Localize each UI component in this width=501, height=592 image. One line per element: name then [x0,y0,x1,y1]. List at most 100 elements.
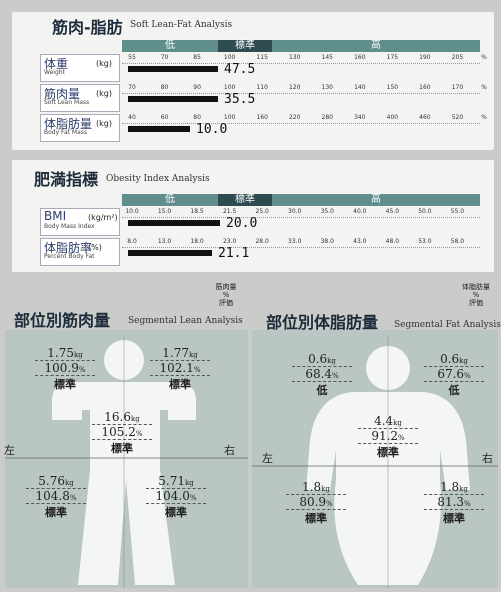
row-line [122,93,480,94]
scale-label: 160 [345,54,375,61]
percent-value: 105.2 [101,425,135,439]
mass-unit: kg [459,485,468,493]
mass-value: 5.71 [158,474,185,488]
segment-mass: 16.6kg [92,410,152,425]
scale-label: 280 [312,114,342,121]
scale-label: 160 [410,84,440,91]
scale-label: 130 [280,54,310,61]
scale-label: 38.0 [312,238,342,245]
mass-value: 1.77 [162,346,189,360]
value: 35.5 [224,92,255,107]
mass-value: 1.8 [440,480,459,494]
percent-unit: % [332,372,339,380]
range-label: 高 [272,40,480,52]
segment-rating: 標準 [286,510,346,526]
bar [128,126,190,132]
row-sublabel: Weight [44,69,65,76]
segment-percent: 105.2% [92,425,152,440]
scale-label: 120 [280,84,310,91]
percent-unit: % [326,500,333,508]
scale-label: 25.0 [247,208,277,215]
segment-mass: 5.71kg [146,474,206,489]
scale-label: 460 [410,114,440,121]
scale-label: 18.5 [182,208,212,215]
mass-unit: kg [459,357,468,365]
row-sublabel: Body Mass Index [44,223,95,230]
bar [128,220,220,226]
percent-unit: % [398,434,405,442]
mass-unit: kg [185,479,194,487]
scale-label: 58.0 [442,238,472,245]
side-label: 右 [224,442,235,458]
row-sublabel: Soft Lean Mass [44,99,89,106]
legend-item: 評価 [206,299,246,307]
segment-percent: 104.8% [26,489,86,504]
section-subtitle: Segmental Fat Analysis [394,320,501,330]
scale-label: 80 [182,114,212,121]
scale-label: 70 [150,54,180,61]
scale-label: 21.5 [215,208,245,215]
segment-rating: 標準 [35,376,95,392]
mass-value: 16.6 [104,410,131,424]
range-label: 低 [122,194,218,206]
scale-label: 90 [182,84,212,91]
mass-value: 0.6 [440,352,459,366]
scale-label: 28.0 [247,238,277,245]
percent-value: 104.8 [35,489,69,503]
range-label: 低 [122,40,218,52]
scale-unit: % [478,54,490,61]
scale-label: 520 [442,114,472,121]
value: 47.5 [224,62,255,77]
segment-rating: 低 [424,382,484,398]
scale-label: 40.0 [345,208,375,215]
percent-value: 80.9 [299,495,326,509]
scale-label: 170 [442,84,472,91]
segment-mass: 1.75kg [35,346,95,361]
legend: 体脂肪量%評価 [456,283,496,307]
row-line [122,123,480,124]
segment-percent: 104.0% [146,489,206,504]
bar [128,250,212,256]
mass-value: 4.4 [374,414,393,428]
segment-rating: 標準 [150,376,210,392]
row-sublabel: Percent Body Fat [44,253,94,260]
percent-value: 100.9 [44,361,78,375]
row-unit: (%) [88,243,102,252]
scale-label: 140 [345,84,375,91]
scale-label: 160 [247,114,277,121]
mass-unit: kg [393,419,402,427]
segment-percent: 91.2% [358,429,418,444]
scale-label: 55 [117,54,147,61]
scale-label: 10.0 [117,208,147,215]
percent-unit: % [194,366,201,374]
segment-mass: 1.77kg [150,346,210,361]
percent-unit: % [70,494,77,502]
side-label: 左 [262,450,273,466]
percent-value: 102.1 [159,361,193,375]
scale-label: 175 [377,54,407,61]
value: 10.0 [196,122,227,137]
segment-mass: 0.6kg [424,352,484,367]
section-title: 部位別体脂肪量 [266,309,378,333]
value: 21.1 [218,246,249,261]
scale-unit: % [478,114,490,121]
section-title: 部位別筋肉量 [14,307,110,331]
scale-label: 43.0 [345,238,375,245]
percent-unit: % [464,500,471,508]
segment-percent: 100.9% [35,361,95,376]
report: 筋肉-脂肪 Soft Lean-Fat Analysis 肥満指標 Obesit… [0,0,501,592]
scale-label: 220 [280,114,310,121]
segment-rating: 標準 [424,510,484,526]
row-sublabel: Body Fat Mass [44,129,87,136]
percent-unit: % [464,372,471,380]
section-subtitle: Segmental Lean Analysis [128,316,243,326]
bar [128,96,218,102]
legend-item: 筋肉量 [206,283,246,291]
scale-label: 100 [215,54,245,61]
scale-label: 48.0 [377,238,407,245]
percent-value: 104.0 [155,489,189,503]
mass-value: 1.8 [302,480,321,494]
